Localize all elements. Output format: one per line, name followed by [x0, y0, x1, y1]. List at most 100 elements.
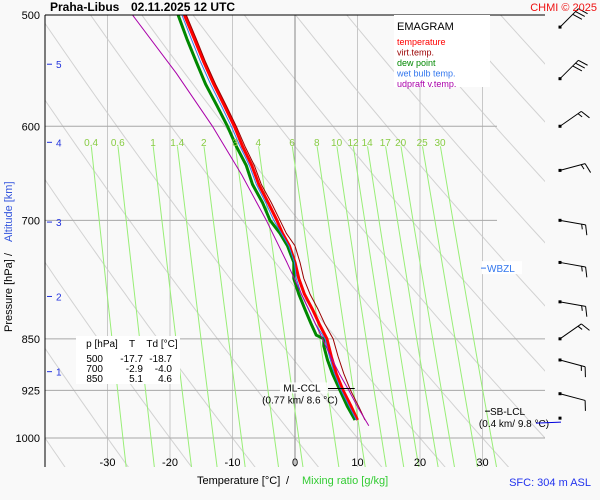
legend-entry: udpraft v.temp.: [397, 79, 456, 89]
altitude-tick-label: 1: [56, 368, 62, 379]
sounding-table: p [hPa] T Td [°C] 500 -17.7 -18.7 700 -2.9 -4.0 8…: [86, 339, 178, 385]
altitude-tick-label: 4: [56, 138, 62, 149]
wind-barb-shaft: [559, 301, 586, 307]
x-tick-label: 10: [351, 457, 363, 469]
altitude-tick-label: 5: [56, 60, 62, 71]
sounding-datetime: 02.11.2025 12 UTC: [131, 0, 235, 14]
wind-barb-shaft: [559, 219, 586, 226]
wind-barb-shaft: [559, 59, 579, 80]
series-line-wet-bulb-temp: [181, 15, 357, 421]
y-tick-label: 925: [22, 385, 40, 397]
wind-barb-half-feather: [577, 113, 583, 118]
y-axis-label: Pressure [hPa]: [3, 259, 15, 332]
mixing-ratio-label: 10: [331, 138, 343, 149]
wind-barb: [558, 416, 562, 420]
y-tick-label: 600: [22, 121, 40, 133]
mixing-ratio-label: 25: [417, 138, 429, 149]
altitude-ticks: 1 2 3 4 5: [47, 60, 62, 379]
dry-adiabat-line: [45, 22, 383, 467]
mixing-ratio-label: 17: [380, 138, 392, 149]
wind-barb-shaft: [559, 261, 586, 268]
series-line-dew-point: [176, 15, 357, 421]
surface-elevation: SFC: 304 m ASL: [509, 477, 591, 489]
wind-barb-shaft: [559, 359, 586, 368]
series-lines: [132, 15, 370, 426]
sounding-table-box: [76, 336, 180, 384]
mixing-ratio-label: 1: [150, 138, 156, 149]
x-tick-label: 0: [292, 457, 298, 469]
altitude-tick-label: 3: [56, 218, 62, 229]
table-cell: 850: [86, 374, 103, 385]
wind-barb-shaft: [559, 163, 586, 171]
mixing-ratio-lines: [90, 146, 498, 467]
x-tick-labels: -30 -20 -10 0 10 20 30: [100, 457, 489, 469]
x-tick-label: -10: [225, 457, 241, 469]
mixing-ratio-line: [176, 146, 218, 467]
wind-barb-half-feather: [577, 325, 583, 330]
wind-barb: [558, 8, 588, 29]
series-line-udpraft-v-temp: [132, 15, 370, 426]
legend-entry: temperature: [397, 37, 446, 47]
mixing-ratio-line: [117, 146, 155, 467]
mixing-ratio-line: [422, 146, 478, 467]
wind-barb: [558, 110, 590, 128]
wind-barb-feather: [575, 11, 585, 17]
table-cell: -17.7: [120, 354, 143, 365]
wind-barb: [558, 392, 586, 411]
x-tick-label: 20: [414, 457, 426, 469]
mixing-ratio-label: 8: [314, 138, 320, 149]
sfc-wind-line: [535, 421, 562, 424]
mixing-ratio-line: [316, 146, 366, 467]
table-cell: 5.1: [129, 374, 143, 385]
mixing-ratio-line: [90, 146, 127, 467]
mixing-ratio-line: [291, 146, 340, 467]
dry-adiabat-line: [141, 15, 510, 467]
wind-barb-feather: [580, 323, 590, 331]
mixing-ratio-line: [234, 146, 279, 467]
wind-barb-feather: [578, 59, 588, 66]
mixing-ratio-line: [336, 146, 387, 467]
mixing-ratio-label: 14: [362, 138, 374, 149]
y-tick-label: 500: [22, 10, 40, 22]
dry-adiabat-line: [89, 15, 446, 467]
chart-title: EMAGRAM: [397, 21, 454, 33]
wbzl-label: WBZL: [487, 264, 515, 275]
wind-barb-shaft: [559, 110, 582, 127]
table-cell: 500: [86, 354, 103, 365]
mixing-ratio-label: 30: [434, 138, 446, 149]
x-axis-label-secondary: Mixing ratio [g/kg]: [302, 475, 388, 487]
legend-entry: dew point: [397, 58, 436, 68]
x-axis-separator: /: [286, 475, 290, 487]
y-tick-label: 850: [22, 334, 40, 346]
x-tick-label: 30: [476, 457, 488, 469]
mixing-ratio-line: [367, 146, 420, 467]
sb-lcl-detail: (0.4 km/ 9.8 °C): [479, 419, 549, 430]
wind-barb-half-feather: [581, 266, 583, 272]
wind-barb-station-dot: [558, 416, 562, 420]
mixing-ratio-label: 0.4: [84, 138, 98, 149]
wind-barb-feather: [578, 8, 588, 15]
wind-barb: [558, 300, 588, 317]
mixing-ratio-label: 3: [232, 138, 238, 149]
annotations: ML-CCL(0.77 km/ 8.6 °C) SB-LCL(0.4 km/ 9.…: [262, 261, 562, 430]
table-cell: 700: [86, 364, 103, 375]
wind-barbs: [558, 8, 592, 420]
x-tick-label: -30: [100, 457, 116, 469]
wind-barb-feather: [585, 306, 588, 317]
legend-entry: wet bulb temp.: [396, 69, 456, 79]
wind-barb-half-feather: [580, 164, 585, 170]
mixing-ratio-line: [400, 146, 455, 467]
legend-entry: virt.temp.: [397, 48, 434, 58]
mixing-ratio-line: [152, 146, 192, 467]
sb-lcl-label: SB-LCL: [490, 407, 525, 418]
mixing-ratio-label: 20: [395, 138, 407, 149]
wind-barb-feather: [585, 224, 588, 236]
wind-barb-shaft: [559, 8, 579, 28]
mixing-ratio-line: [203, 146, 246, 467]
dry-adiabat-line: [45, 261, 193, 467]
mixing-ratio-label: 2: [201, 138, 207, 149]
wind-barb-half-feather: [581, 224, 583, 230]
altitude-tick-label: 2: [56, 292, 62, 303]
dry-adiabat-line: [45, 99, 320, 467]
